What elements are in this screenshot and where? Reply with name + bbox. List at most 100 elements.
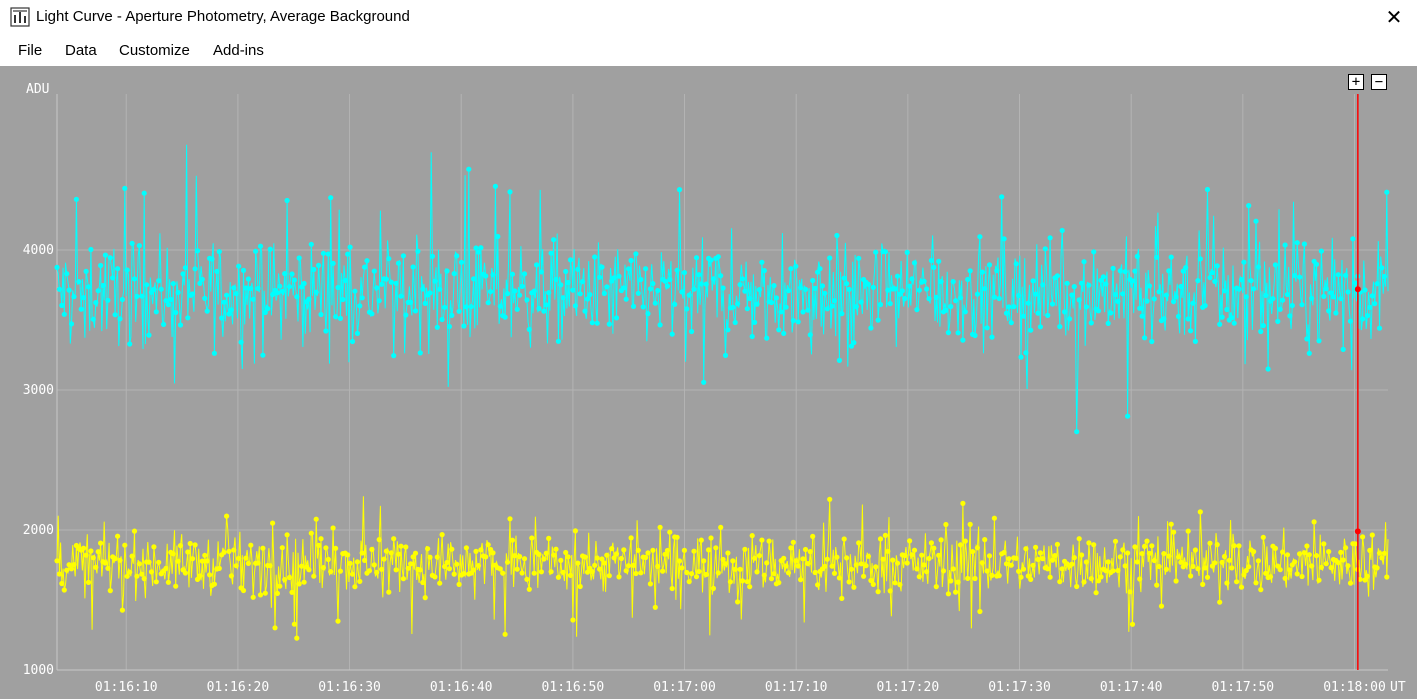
- menu-file[interactable]: File: [18, 42, 43, 59]
- data-point: [136, 561, 142, 567]
- data-point: [643, 554, 649, 561]
- data-point: [197, 573, 203, 579]
- data-point: [526, 326, 532, 332]
- data-point: [286, 284, 293, 290]
- data-point: [1057, 324, 1063, 330]
- data-point: [1112, 291, 1119, 298]
- data-point: [703, 571, 709, 578]
- data-point: [129, 240, 135, 246]
- data-point: [296, 255, 302, 261]
- data-point: [1074, 429, 1080, 435]
- data-point: [652, 300, 658, 306]
- data-point: [538, 569, 545, 575]
- data-point: [858, 299, 864, 305]
- data-point: [742, 546, 748, 552]
- menu-data[interactable]: Data: [65, 42, 97, 59]
- data-point: [563, 549, 569, 556]
- data-point: [691, 548, 697, 554]
- data-point: [1185, 528, 1191, 534]
- data-point: [1146, 283, 1152, 289]
- menu-customize[interactable]: Customize: [119, 42, 190, 59]
- data-point: [95, 288, 101, 294]
- data-point: [996, 295, 1002, 302]
- x-tick-label: 01:16:50: [542, 680, 605, 695]
- data-point: [844, 555, 850, 561]
- data-point: [1214, 542, 1220, 548]
- data-point: [388, 279, 394, 285]
- data-point: [1192, 338, 1198, 344]
- data-point: [95, 549, 101, 555]
- data-point: [747, 584, 753, 590]
- data-point: [83, 268, 89, 274]
- close-button[interactable]: ✕: [1385, 7, 1403, 29]
- data-point: [345, 552, 351, 558]
- data-point: [1190, 300, 1196, 306]
- data-point: [98, 262, 104, 269]
- data-point: [1360, 316, 1366, 322]
- data-point: [1071, 555, 1077, 561]
- data-point: [703, 281, 709, 287]
- data-point: [279, 545, 285, 551]
- x-tick-label: 01:16:20: [207, 680, 270, 695]
- data-point: [471, 276, 477, 282]
- data-point: [1338, 549, 1344, 555]
- data-point: [345, 251, 351, 257]
- data-point: [829, 563, 835, 569]
- data-point: [1202, 565, 1208, 571]
- data-point: [228, 573, 234, 579]
- zoom-out-button[interactable]: −: [1371, 74, 1387, 90]
- data-point: [1054, 273, 1060, 279]
- data-point: [156, 278, 162, 284]
- zoom-in-button[interactable]: +: [1348, 74, 1364, 90]
- data-point: [233, 563, 239, 569]
- data-point: [1217, 321, 1223, 327]
- data-point: [379, 566, 385, 572]
- data-point: [124, 267, 130, 273]
- data-point: [1008, 320, 1014, 326]
- data-point: [771, 571, 777, 577]
- data-point: [209, 256, 215, 262]
- data-point: [1207, 275, 1213, 281]
- data-point: [446, 566, 452, 572]
- data-point: [255, 285, 261, 292]
- data-point: [211, 350, 217, 356]
- light-curve-chart[interactable]: 1000 2000 3000 4000 01:16:10 01:16:20 01:16:30…: [0, 66, 1417, 699]
- data-point: [279, 288, 285, 294]
- data-point: [742, 288, 748, 294]
- data-point: [689, 328, 695, 335]
- data-point: [1028, 576, 1034, 582]
- data-point: [986, 262, 993, 268]
- data-point: [877, 536, 884, 542]
- data-point: [953, 589, 959, 595]
- data-point: [270, 291, 276, 298]
- data-point: [543, 302, 549, 308]
- data-point: [965, 276, 971, 283]
- data-point: [1168, 254, 1174, 260]
- data-point: [836, 575, 843, 581]
- light-curve-plot[interactable]: 1000 2000 3000 4000 01:16:10 01:16:20 01:16:30…: [0, 66, 1417, 699]
- data-point: [90, 555, 96, 561]
- data-point: [88, 548, 94, 554]
- data-point: [282, 271, 288, 277]
- data-point: [1289, 302, 1295, 309]
- data-point: [1144, 538, 1150, 544]
- data-point: [575, 266, 581, 272]
- data-point: [1200, 581, 1206, 588]
- data-point: [657, 322, 663, 328]
- data-point: [1326, 308, 1332, 314]
- data-point: [1076, 536, 1082, 542]
- data-point: [962, 538, 968, 544]
- data-point: [936, 258, 942, 264]
- data-point: [553, 276, 559, 282]
- menu-add-ins[interactable]: Add-ins: [213, 42, 264, 59]
- data-point: [383, 548, 389, 554]
- data-point: [737, 282, 743, 288]
- data-point: [1047, 235, 1053, 241]
- data-point: [863, 563, 869, 569]
- data-point: [781, 330, 787, 336]
- data-point: [955, 579, 961, 585]
- data-point: [54, 558, 60, 564]
- data-point: [1246, 564, 1252, 570]
- data-point: [977, 234, 983, 240]
- data-point: [834, 232, 840, 239]
